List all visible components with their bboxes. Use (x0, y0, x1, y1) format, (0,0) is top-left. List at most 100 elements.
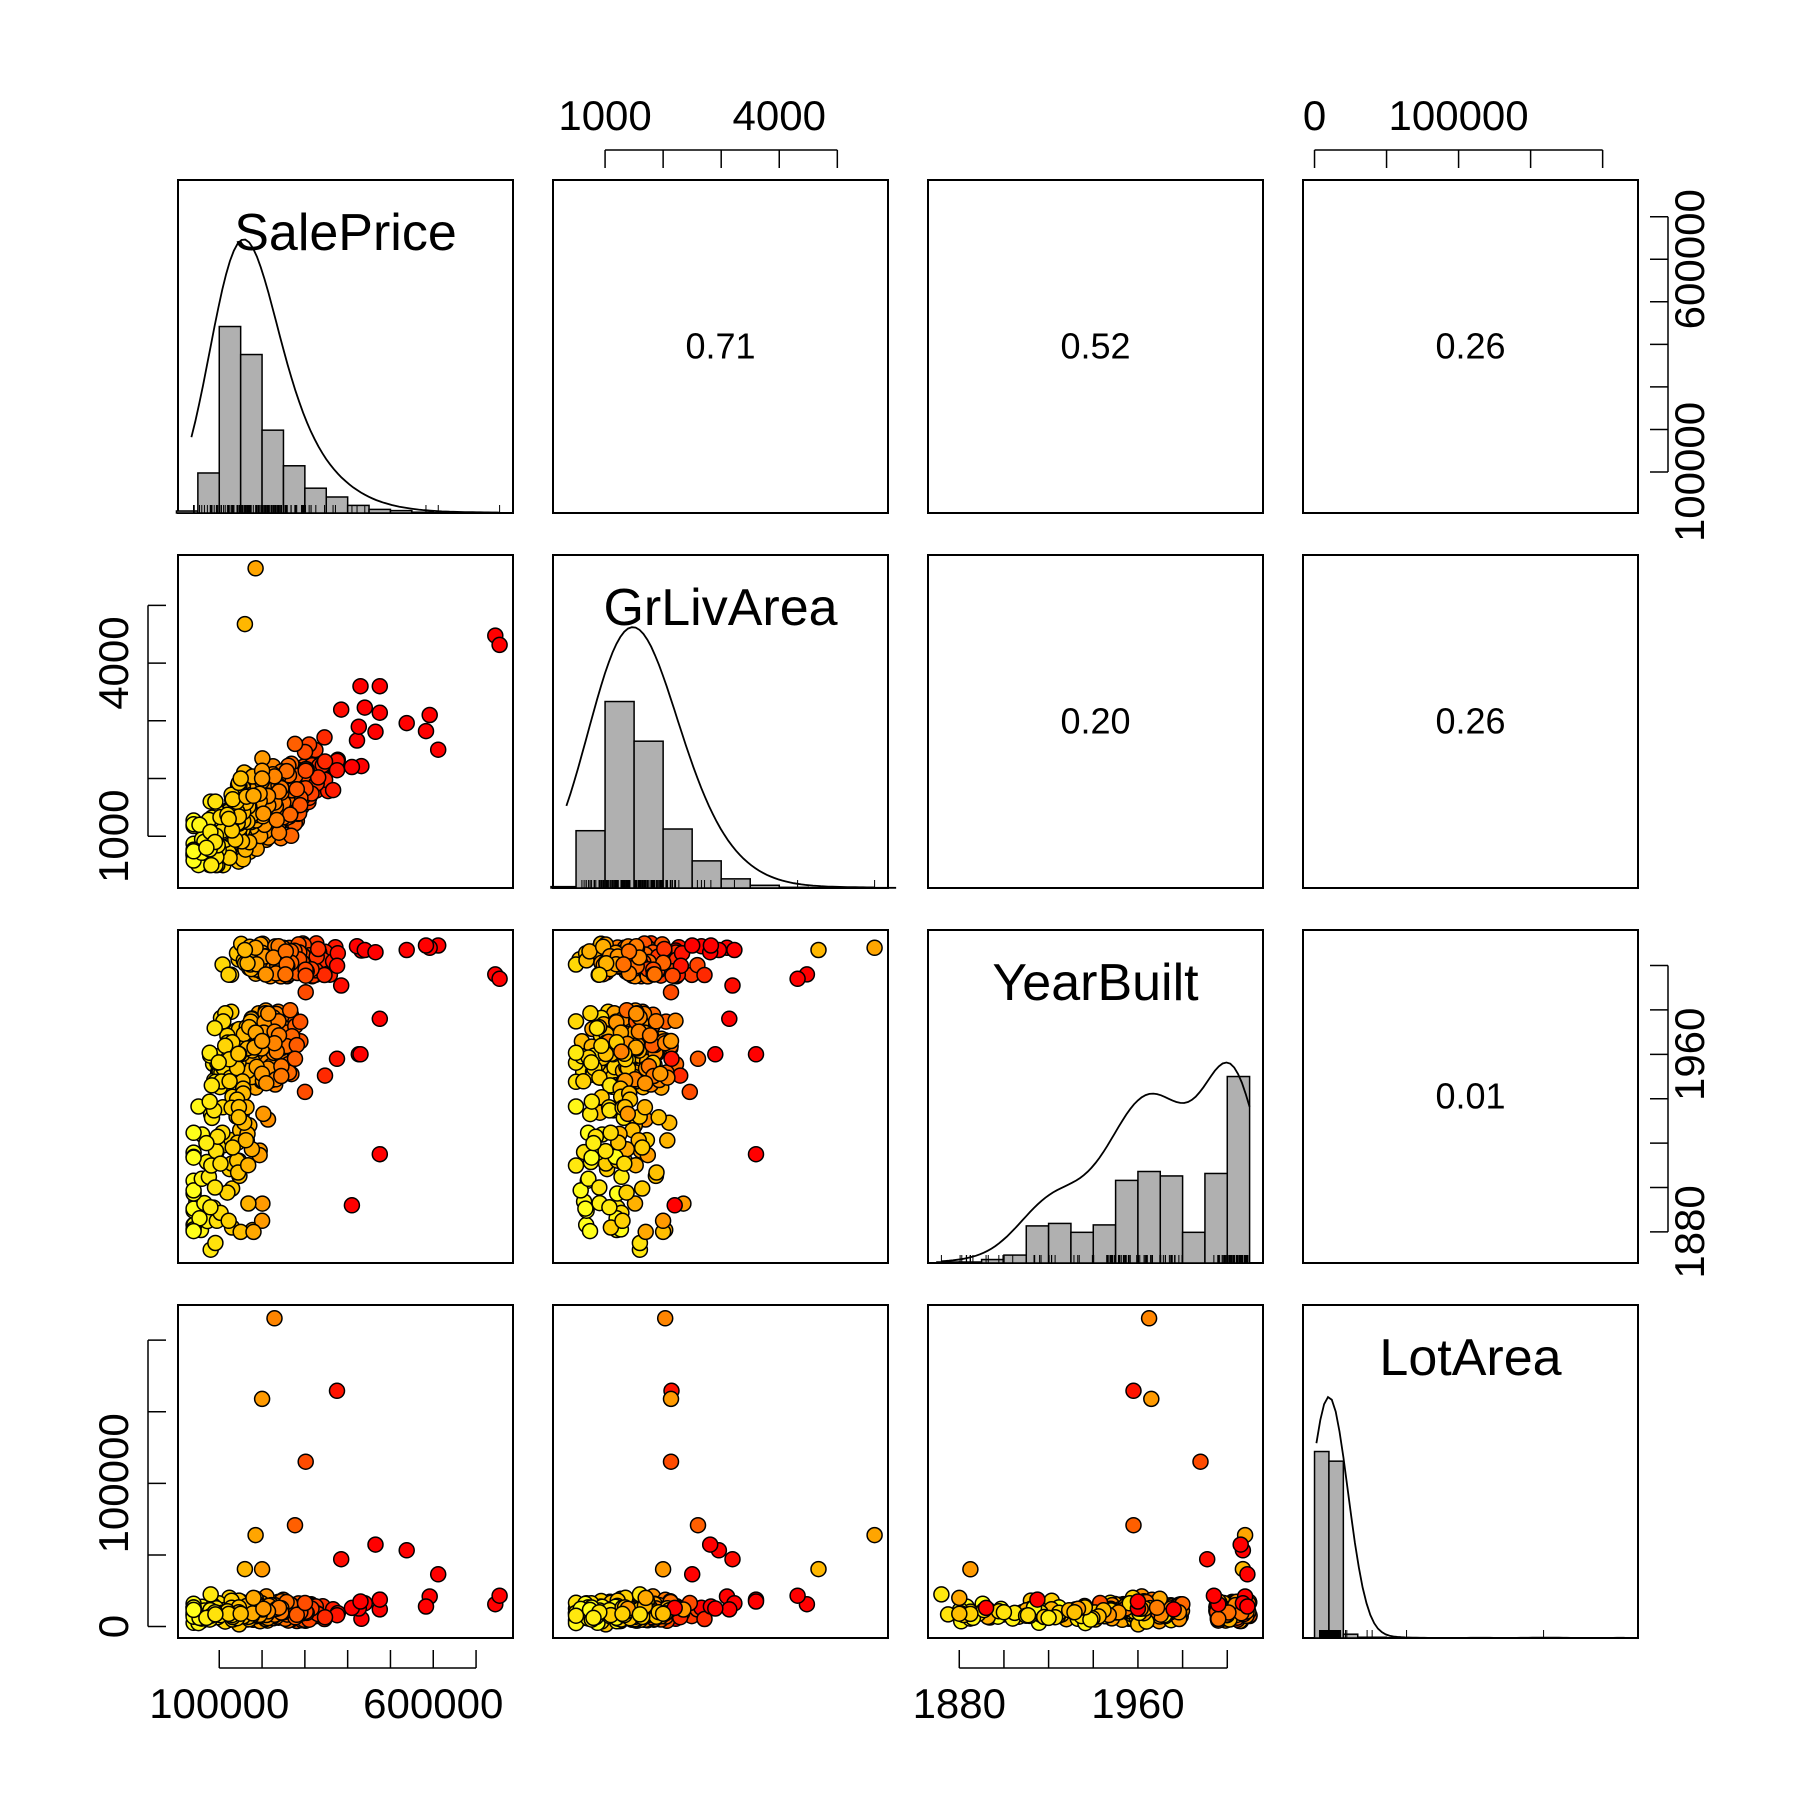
scatter-point (1140, 1310, 1158, 1327)
correlation-value: 0.52 (1060, 326, 1130, 367)
scatter-point (995, 1603, 1013, 1621)
tick-label: 600000 (363, 1680, 503, 1727)
scatter-point (637, 1589, 654, 1607)
histogram-bar (1159, 1175, 1184, 1264)
scatter-point (328, 1050, 346, 1068)
scatter-point (591, 966, 608, 983)
histogram-bar (980, 1258, 1005, 1264)
scatter-point (253, 1032, 271, 1050)
scatter-point (567, 1157, 585, 1174)
scatter-point (633, 1180, 651, 1197)
scatter-point (618, 1184, 635, 1201)
histogram-bar (1356, 1636, 1373, 1639)
panel-grid: SalePrice 0.71 0.52 0.26 GrLivArea 0.20 0.26 Ye… (175, 179, 1639, 1639)
scatter-point (332, 1550, 350, 1568)
scatter-point (260, 1005, 277, 1022)
scatter-point (220, 966, 237, 983)
tick-label: 0 (90, 1615, 137, 1638)
scatter-point (1205, 1587, 1223, 1604)
scatter-point (689, 1050, 707, 1068)
scatter-point (198, 839, 215, 857)
panel-border (552, 179, 889, 514)
scatter-point (371, 704, 389, 721)
scatter-point (633, 1139, 651, 1156)
tick-label: 100000 (90, 1413, 137, 1553)
scatter-point (615, 956, 632, 973)
scatter-point (747, 1593, 765, 1610)
scatter-point (1239, 1566, 1256, 1583)
scatter-point (417, 722, 435, 740)
tick-label: 1880 (913, 1680, 1006, 1727)
scatter-point (1040, 1609, 1057, 1627)
scatter-point (666, 1197, 683, 1214)
scatter-point (296, 1594, 314, 1612)
density-curve (565, 626, 875, 889)
histogram-bar (1328, 1460, 1345, 1639)
scatter-point (667, 1012, 684, 1030)
scatter-point (316, 729, 333, 746)
scatter-point (343, 1197, 361, 1214)
histogram-bar (1137, 1170, 1162, 1264)
scatter-point (659, 1132, 676, 1149)
scatter-point (627, 1005, 645, 1022)
scatter-point (951, 1605, 968, 1622)
panel-border (1302, 179, 1639, 514)
tick-label: 1000 (558, 92, 651, 139)
scatter-point (585, 1134, 602, 1152)
panel-SalePrice-vs-LotArea: 0.26 (1302, 179, 1639, 514)
scatter-point (656, 1310, 674, 1327)
correlation-value: 0.20 (1060, 701, 1130, 742)
scatter-point (650, 1109, 667, 1126)
scatter-point (239, 955, 256, 972)
scatter-point (417, 937, 435, 954)
scatter-point (962, 1561, 979, 1578)
scatter-point (236, 941, 254, 959)
scatter-point (286, 735, 304, 753)
scatter-point (247, 1526, 264, 1544)
scatter-point (572, 1182, 589, 1199)
tick-label: 1960 (1091, 1680, 1184, 1727)
scatter-point (583, 1149, 600, 1166)
scatter-point (232, 770, 249, 787)
scatter-point (316, 1067, 334, 1084)
scatter-point (350, 718, 368, 735)
scatter-point (591, 1179, 608, 1196)
histogram-bar (1003, 1254, 1028, 1264)
tick-label: 0 (1303, 92, 1326, 139)
scatter-point (662, 983, 680, 1001)
scatter-point (637, 1223, 654, 1241)
scatter-point (683, 937, 701, 954)
scatter-point (398, 714, 415, 732)
scatter-point (328, 761, 346, 779)
panel-LotArea-vs-LotArea: LotArea (1302, 1304, 1639, 1639)
panel-YearBuilt-vs-GrLivArea (552, 929, 889, 1264)
scatter-point (297, 1453, 314, 1470)
panel-border (177, 1304, 514, 1639)
outer-axes: 1000 4000 0 100000 100000 600000 1880 1960 1000 4… (90, 92, 1713, 1727)
scatter-point (288, 1036, 306, 1054)
scatter-point (1232, 1536, 1249, 1553)
scatter-point (224, 1139, 241, 1156)
density-curve (1315, 1395, 1625, 1639)
panel-border (177, 929, 514, 1264)
scatter-point (701, 1536, 719, 1553)
scatter-point (291, 1013, 309, 1031)
scatter-point (616, 1155, 633, 1172)
histogram-bar (411, 511, 435, 514)
scatter-point (332, 701, 350, 718)
scatter-point (240, 1195, 257, 1212)
scatter-point (371, 1010, 389, 1028)
histogram-bar (1181, 1231, 1206, 1264)
scatter-point (203, 856, 220, 874)
scatter-point (232, 1605, 249, 1622)
panel-LotArea-vs-YearBuilt (927, 1304, 1264, 1639)
histogram-bar (633, 740, 664, 889)
scatter-point (258, 1074, 275, 1092)
density-curve (190, 238, 500, 514)
scatter-point (281, 1001, 299, 1019)
scatter-point (1192, 1453, 1209, 1470)
scatter-point (614, 1212, 631, 1230)
scatter-point (567, 1044, 585, 1062)
scatter-point (216, 1037, 234, 1055)
scatter-point (207, 1606, 224, 1623)
